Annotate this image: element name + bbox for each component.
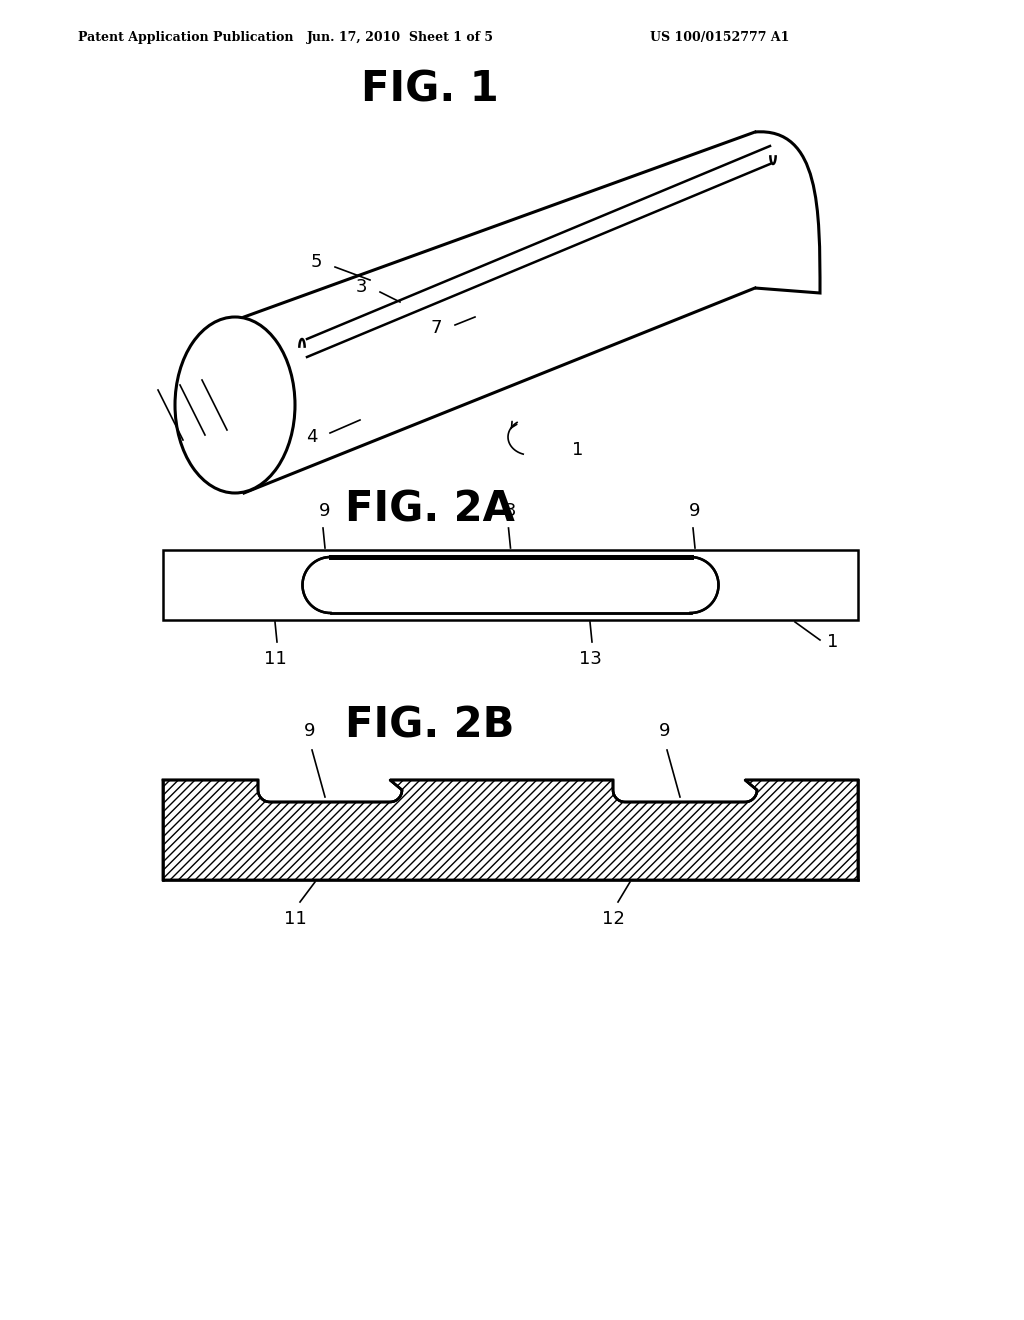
Text: 9: 9 [689,502,700,520]
Text: 9: 9 [319,502,331,520]
Text: FIG. 1: FIG. 1 [361,69,499,111]
Text: 1: 1 [572,441,584,459]
Text: 1: 1 [827,634,839,651]
Bar [302,557,719,612]
Text: 5: 5 [310,253,322,271]
Text: FIG. 2B: FIG. 2B [345,704,515,746]
Text: 11: 11 [284,909,306,928]
Text: Jun. 17, 2010  Sheet 1 of 5: Jun. 17, 2010 Sheet 1 of 5 [306,30,494,44]
Text: 11: 11 [263,649,287,668]
Text: 9: 9 [659,722,671,741]
Text: 12: 12 [601,909,625,928]
Text: 13: 13 [579,649,601,668]
Text: 7: 7 [430,319,442,337]
Text: 9: 9 [304,722,315,741]
Polygon shape [163,780,858,880]
Text: 4: 4 [306,428,318,446]
Text: 3: 3 [505,502,516,520]
Bar [163,550,858,620]
Text: 3: 3 [355,279,367,296]
Text: FIG. 2A: FIG. 2A [345,488,515,531]
Ellipse shape [175,317,295,492]
Text: US 100/0152777 A1: US 100/0152777 A1 [650,30,790,44]
Text: Patent Application Publication: Patent Application Publication [78,30,294,44]
Polygon shape [244,132,755,492]
